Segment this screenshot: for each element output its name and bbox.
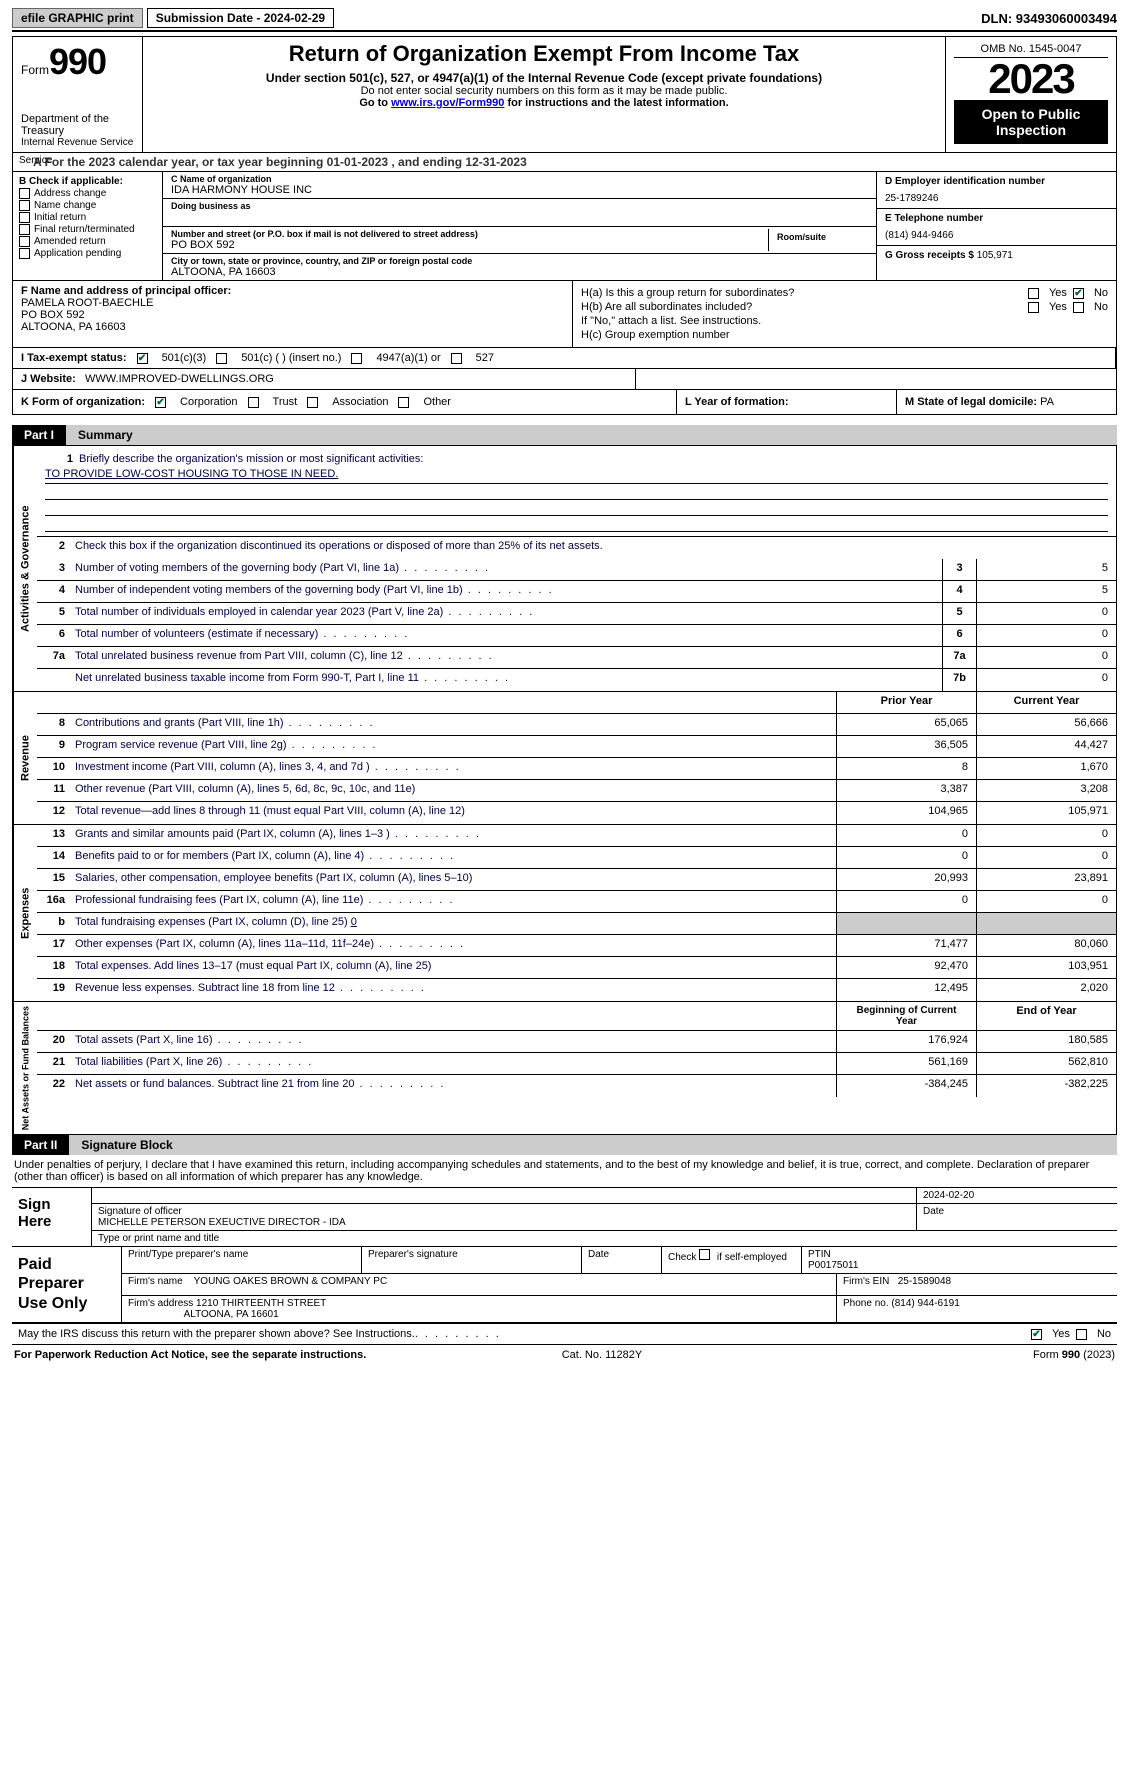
open-public-badge: Open to Public Inspection <box>954 100 1108 144</box>
firm-ein: 25-1589048 <box>898 1276 951 1287</box>
tax-year: 2023 <box>954 58 1108 100</box>
form-subtitle-1: Under section 501(c), 527, or 4947(a)(1)… <box>151 71 937 85</box>
chk-amended-return[interactable] <box>19 236 30 247</box>
val-7b: 0 <box>976 669 1116 691</box>
chk-self-employed[interactable] <box>699 1249 710 1260</box>
website-value: WWW.IMPROVED-DWELLINGS.ORG <box>85 373 274 385</box>
form-label: Form <box>21 63 49 77</box>
sign-here-block: Sign Here 2024-02-20 Signature of office… <box>12 1188 1117 1247</box>
irs-label: Internal Revenue Service <box>21 137 134 148</box>
chk-name-change[interactable] <box>19 200 30 211</box>
section-i-tax-status: I Tax-exempt status: 501(c)(3) 501(c) ( … <box>13 348 1116 368</box>
org-name: IDA HARMONY HOUSE INC <box>171 184 868 196</box>
form-subtitle-2: Do not enter social security numbers on … <box>151 85 937 97</box>
section-b-checkboxes: B Check if applicable: Address change Na… <box>13 172 163 280</box>
form-title: Return of Organization Exempt From Incom… <box>151 41 937 67</box>
chk-hb-no[interactable] <box>1073 302 1084 313</box>
chk-discuss-no[interactable] <box>1076 1329 1087 1340</box>
section-h-group: H(a) Is this a group return for subordin… <box>573 281 1116 347</box>
signature-declaration: Under penalties of perjury, I declare th… <box>12 1155 1117 1188</box>
section-hc <box>636 369 1116 389</box>
officer-signature-name: MICHELLE PETERSON EXEUCTIVE DIRECTOR - I… <box>98 1217 910 1228</box>
gross-receipts: 105,971 <box>977 250 1013 261</box>
chk-corporation[interactable] <box>155 397 166 408</box>
sig-date: 2024-02-20 <box>917 1188 1117 1203</box>
page-footer: For Paperwork Reduction Act Notice, see … <box>12 1345 1117 1365</box>
ein-value: 25-1789246 <box>885 193 1108 204</box>
mission-text: TO PROVIDE LOW-COST HOUSING TO THOSE IN … <box>45 468 1108 484</box>
chk-application-pending[interactable] <box>19 248 30 259</box>
chk-501c[interactable] <box>216 353 227 364</box>
discuss-with-preparer: May the IRS discuss this return with the… <box>12 1324 1117 1345</box>
officer-name: PAMELA ROOT-BAECHLE <box>21 297 564 309</box>
val-6: 0 <box>976 625 1116 646</box>
vtab-governance: Activities & Governance <box>13 446 37 691</box>
telephone-value: (814) 944-9466 <box>885 230 1108 241</box>
chk-527[interactable] <box>451 353 462 364</box>
row-a-tax-year: Service A For the 2023 calendar year, or… <box>12 153 1117 172</box>
val-4: 5 <box>976 581 1116 602</box>
chk-discuss-yes[interactable] <box>1031 1329 1042 1340</box>
chk-ha-no[interactable] <box>1073 288 1084 299</box>
section-l-year: L Year of formation: <box>676 390 896 414</box>
form-subtitle-3: Go to www.irs.gov/Form990 for instructio… <box>151 97 937 109</box>
org-city: ALTOONA, PA 16603 <box>171 266 868 278</box>
form-number: 990 <box>49 41 106 82</box>
section-c-org-info: C Name of organization IDA HARMONY HOUSE… <box>163 172 876 280</box>
chk-trust[interactable] <box>248 397 259 408</box>
firm-phone: (814) 944-6191 <box>891 1298 959 1309</box>
top-toolbar: efile GRAPHIC print Submission Date - 20… <box>12 8 1117 32</box>
rev-8-curr: 56,666 <box>976 714 1116 735</box>
dept-treasury: Department of the Treasury <box>21 113 134 137</box>
efile-print-button[interactable]: efile GRAPHIC print <box>12 8 143 28</box>
section-m-state: M State of legal domicile: PA <box>896 390 1116 414</box>
chk-4947[interactable] <box>351 353 362 364</box>
irs-link[interactable]: www.irs.gov/Form990 <box>391 97 504 109</box>
form-header: Form990 Department of the Treasury Inter… <box>12 36 1117 153</box>
paid-preparer-block: Paid Preparer Use Only Print/Type prepar… <box>12 1247 1117 1324</box>
chk-ha-yes[interactable] <box>1028 288 1039 299</box>
rev-8-prior: 65,065 <box>836 714 976 735</box>
chk-final-return[interactable] <box>19 224 30 235</box>
dln-label: DLN: 93493060003494 <box>981 11 1117 26</box>
org-address: PO BOX 592 <box>171 239 768 251</box>
part-ii-header: Part II Signature Block <box>12 1135 1117 1155</box>
val-5: 0 <box>976 603 1116 624</box>
chk-other[interactable] <box>398 397 409 408</box>
section-k-form-org: K Form of organization: Corporation Trus… <box>13 390 676 414</box>
ptin-value: P00175011 <box>808 1260 1111 1271</box>
part-i-header: Part I Summary <box>12 425 1117 445</box>
chk-501c3[interactable] <box>137 353 148 364</box>
val-3: 5 <box>976 559 1116 580</box>
firm-name: YOUNG OAKES BROWN & COMPANY PC <box>194 1276 388 1287</box>
vtab-revenue: Revenue <box>13 692 37 824</box>
chk-hb-yes[interactable] <box>1028 302 1039 313</box>
chk-initial-return[interactable] <box>19 212 30 223</box>
chk-association[interactable] <box>307 397 318 408</box>
chk-address-change[interactable] <box>19 188 30 199</box>
vtab-expenses: Expenses <box>13 825 37 1001</box>
val-7a: 0 <box>976 647 1116 668</box>
section-d-ein: D Employer identification number 25-1789… <box>876 172 1116 280</box>
section-j-website: J Website: WWW.IMPROVED-DWELLINGS.ORG <box>13 369 636 389</box>
vtab-net-assets: Net Assets or Fund Balances <box>13 1002 37 1134</box>
section-f-officer: F Name and address of principal officer:… <box>13 281 573 347</box>
submission-date: Submission Date - 2024-02-29 <box>147 8 334 28</box>
